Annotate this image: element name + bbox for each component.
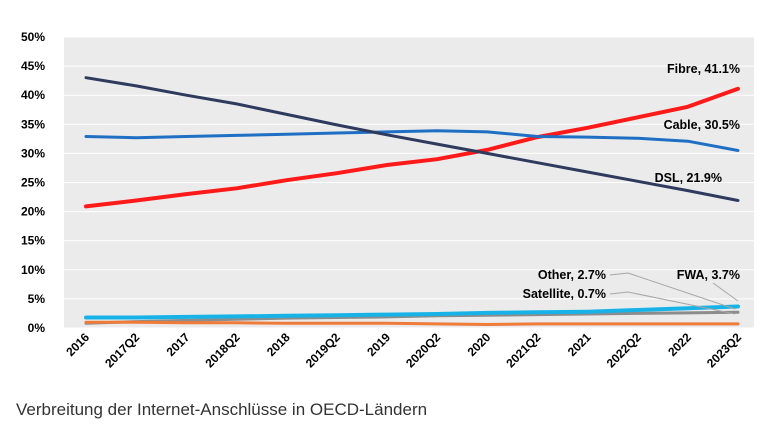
- y-tick-label: 25%: [21, 176, 45, 190]
- y-tick-label: 20%: [21, 205, 45, 219]
- y-tick-label: 15%: [21, 234, 45, 248]
- y-tick-label: 45%: [21, 59, 45, 73]
- line-chart: 0% 5% 10% 15% 20% 25% 30% 35% 40% 45% 50% 2016 2017…: [21, 30, 754, 370]
- x-tick-label: 2018: [264, 330, 293, 359]
- x-tick-label: 2017: [164, 330, 193, 359]
- series-label-other: Other, 2.7%: [538, 268, 606, 282]
- series-label-satellite: Satellite, 0.7%: [523, 287, 606, 301]
- x-tick-label: 2016: [63, 330, 92, 359]
- y-tick-label: 10%: [21, 263, 45, 277]
- x-tick-label: 2021: [565, 330, 594, 359]
- x-tick-label: 2017Q2: [102, 330, 142, 370]
- label-leader-line: [609, 272, 736, 310]
- y-tick-label: 35%: [21, 117, 45, 131]
- series-line-fibre: [84, 86, 740, 209]
- series-label-fibre: Fibre, 41.1%: [667, 62, 740, 76]
- x-tick-label: 2020: [465, 330, 494, 359]
- x-tick-label: 2021Q2: [503, 330, 543, 370]
- y-tick-label: 50%: [21, 30, 45, 44]
- x-tick-label: 2022Q2: [604, 330, 644, 370]
- series-lines: [84, 76, 740, 326]
- series-line-dsl: [84, 76, 740, 202]
- y-tick-label: 40%: [21, 88, 45, 102]
- chart-caption: Verbreitung der Internet-Anschlüsse in O…: [16, 400, 428, 419]
- x-tick-label: 2019: [364, 330, 393, 359]
- x-tick-label: 2020Q2: [403, 330, 443, 370]
- x-tick-label: 2022: [665, 330, 694, 359]
- label-leader-line: [712, 282, 739, 302]
- y-tick-label: 30%: [21, 146, 45, 160]
- y-axis-ticks: 0% 5% 10% 15% 20% 25% 30% 35% 40% 45% 50%: [21, 30, 45, 335]
- series-line-satellite: [84, 320, 740, 326]
- x-tick-label: 2023Q2: [704, 330, 744, 370]
- label-leader-line: [609, 291, 736, 315]
- series-label-fwa: FWA, 3.7%: [677, 268, 740, 282]
- series-line-cable: [84, 129, 740, 152]
- x-tick-label: 2018Q2: [202, 330, 242, 370]
- series-line-other: [84, 310, 740, 325]
- series-labels: Fibre, 41.1% Cable, 30.5% DSL, 21.9% FWA, 3…: [523, 62, 740, 315]
- series-label-cable: Cable, 30.5%: [664, 118, 740, 132]
- series-label-dsl: DSL, 21.9%: [655, 171, 722, 185]
- series-line-fwa: [84, 304, 740, 320]
- y-tick-label: 5%: [28, 292, 46, 306]
- x-axis-ticks: 2016 2017Q2 2017 2018Q2 2018 2019Q2 2019 2020Q2…: [63, 330, 744, 370]
- y-tick-label: 0%: [28, 321, 46, 335]
- x-tick-label: 2019Q2: [303, 330, 343, 370]
